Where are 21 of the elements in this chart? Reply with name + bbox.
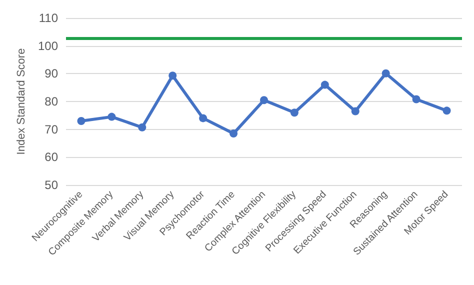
y-tick-label: 80 (44, 94, 58, 108)
point (351, 107, 360, 116)
y-axis-title: Index Standard Score (16, 48, 28, 155)
y-tick-label: 90 (44, 66, 58, 81)
point (77, 116, 86, 125)
y-tick-label: 60 (44, 150, 58, 164)
y-tick-label: 70 (44, 122, 58, 136)
point (382, 69, 390, 78)
y-tick-label: 110 (38, 11, 58, 25)
point (412, 95, 420, 104)
point (108, 112, 116, 121)
y-tick-label: 100 (38, 38, 58, 53)
point (168, 72, 177, 80)
y-tick-label: 50 (44, 178, 58, 192)
point (290, 108, 298, 117)
point (138, 123, 146, 132)
point (442, 106, 451, 115)
point (320, 80, 329, 89)
point (260, 96, 268, 104)
point (199, 114, 208, 122)
point (230, 130, 238, 138)
